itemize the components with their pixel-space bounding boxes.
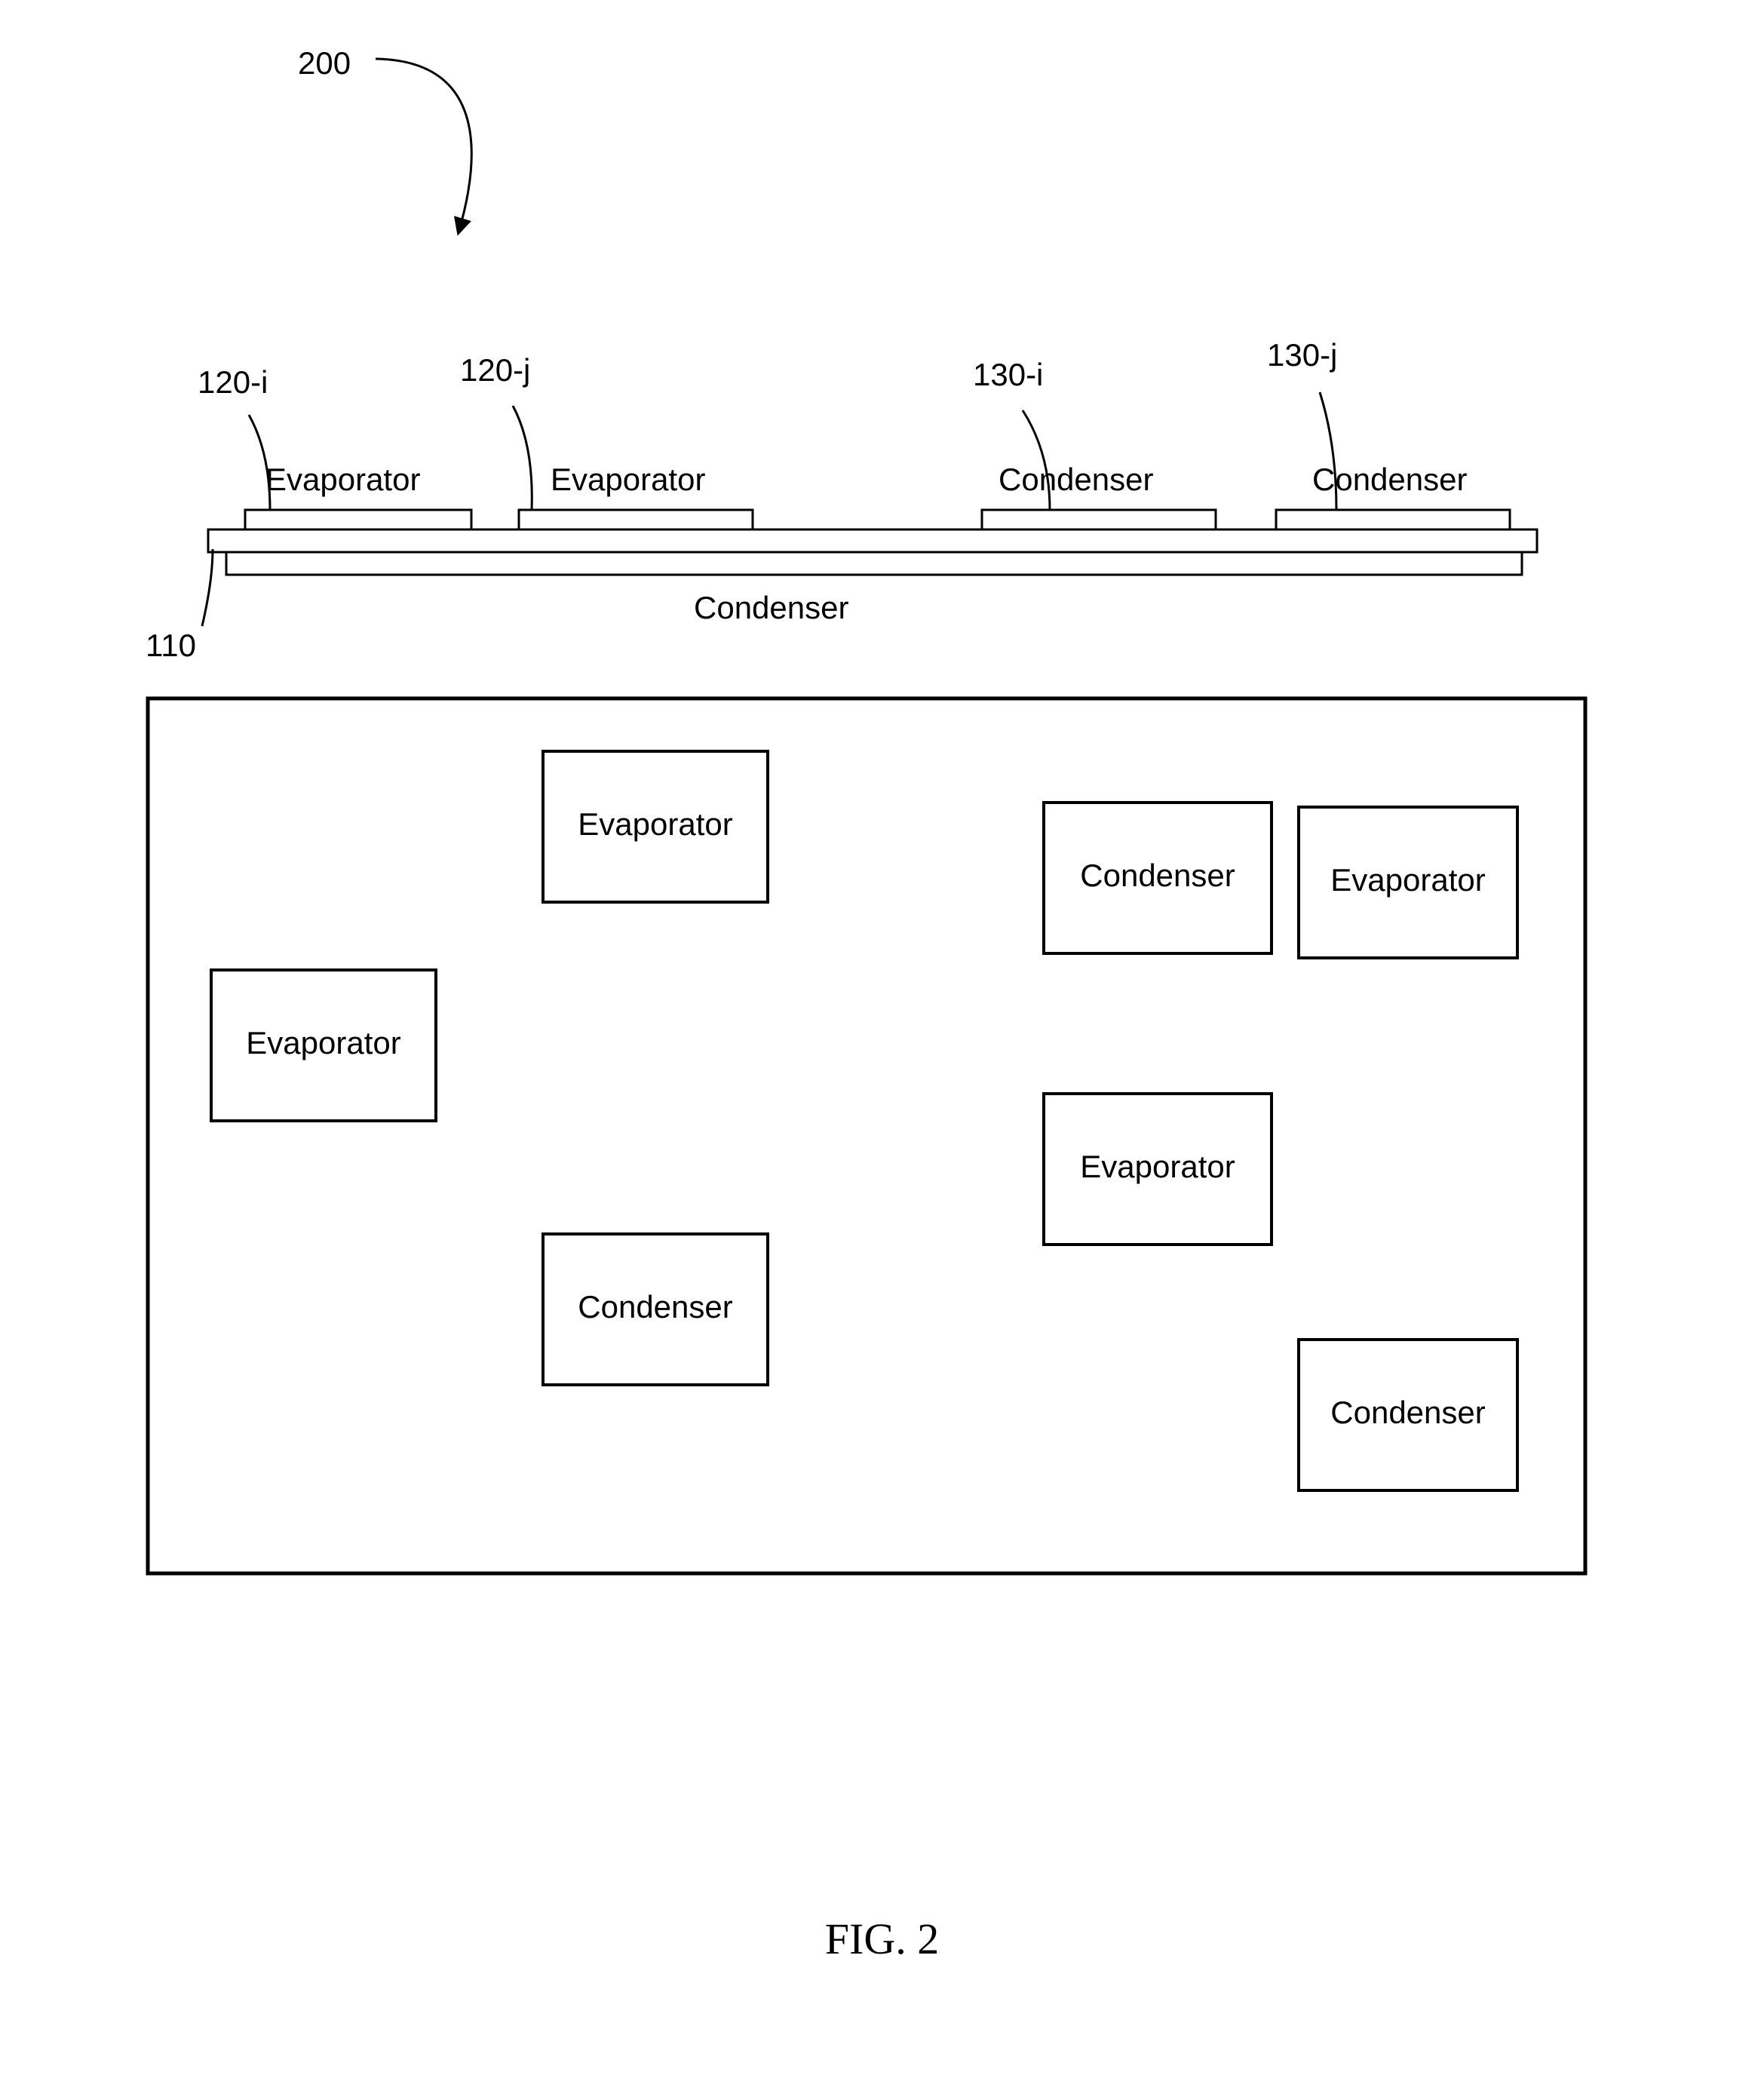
side-block (245, 510, 471, 529)
plan-box-label: Condenser (578, 1289, 732, 1324)
plan-box-label: Evaporator (578, 806, 732, 842)
side-block-label: Evaporator (551, 462, 705, 497)
side-block-label: Evaporator (265, 462, 420, 497)
plan-box-label: Condenser (1080, 858, 1235, 893)
substrate-top-bar (208, 529, 1537, 552)
ref-leader (513, 406, 532, 510)
figure-caption: FIG. 2 (825, 1914, 939, 1963)
side-block (982, 510, 1216, 529)
patent-figure-2: 200 Condenser Evaporator Evaporator Condense… (0, 0, 1764, 2078)
substrate-bottom-bar (226, 552, 1522, 575)
side-block (519, 510, 753, 529)
ref-label: 130-i (973, 357, 1043, 392)
ref-110-leader (202, 549, 213, 626)
ref-110: 110 (146, 628, 196, 663)
side-block (1276, 510, 1510, 529)
plan-box-label: Evaporator (1080, 1149, 1235, 1184)
ref-label: 120-i (198, 364, 268, 400)
plan-box-label: Evaporator (1330, 862, 1485, 898)
plan-box-label: Condenser (1330, 1395, 1485, 1430)
plan-box-label: Evaporator (246, 1025, 400, 1060)
ref-label: 120-j (460, 352, 530, 388)
ref-200: 200 (298, 45, 351, 81)
ref-label: 130-j (1267, 337, 1337, 373)
substrate-label: Condenser (694, 590, 848, 625)
side-block-label: Condenser (999, 462, 1153, 497)
arrow-200 (376, 59, 471, 232)
